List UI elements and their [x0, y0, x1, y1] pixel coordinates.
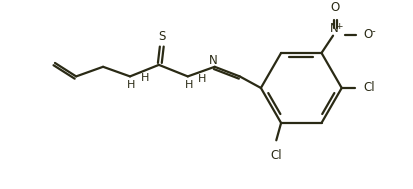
Text: +: +: [334, 22, 342, 31]
Text: Cl: Cl: [363, 81, 375, 94]
Text: O: O: [330, 2, 339, 15]
Text: H: H: [184, 80, 192, 90]
Text: N: N: [209, 53, 218, 67]
Text: H: H: [141, 73, 149, 83]
Text: Cl: Cl: [270, 149, 281, 162]
Text: H: H: [126, 80, 135, 90]
Text: -: -: [371, 26, 375, 36]
Text: H: H: [197, 74, 206, 84]
Text: S: S: [158, 30, 165, 43]
Text: N: N: [329, 22, 337, 35]
Text: O: O: [363, 28, 372, 41]
